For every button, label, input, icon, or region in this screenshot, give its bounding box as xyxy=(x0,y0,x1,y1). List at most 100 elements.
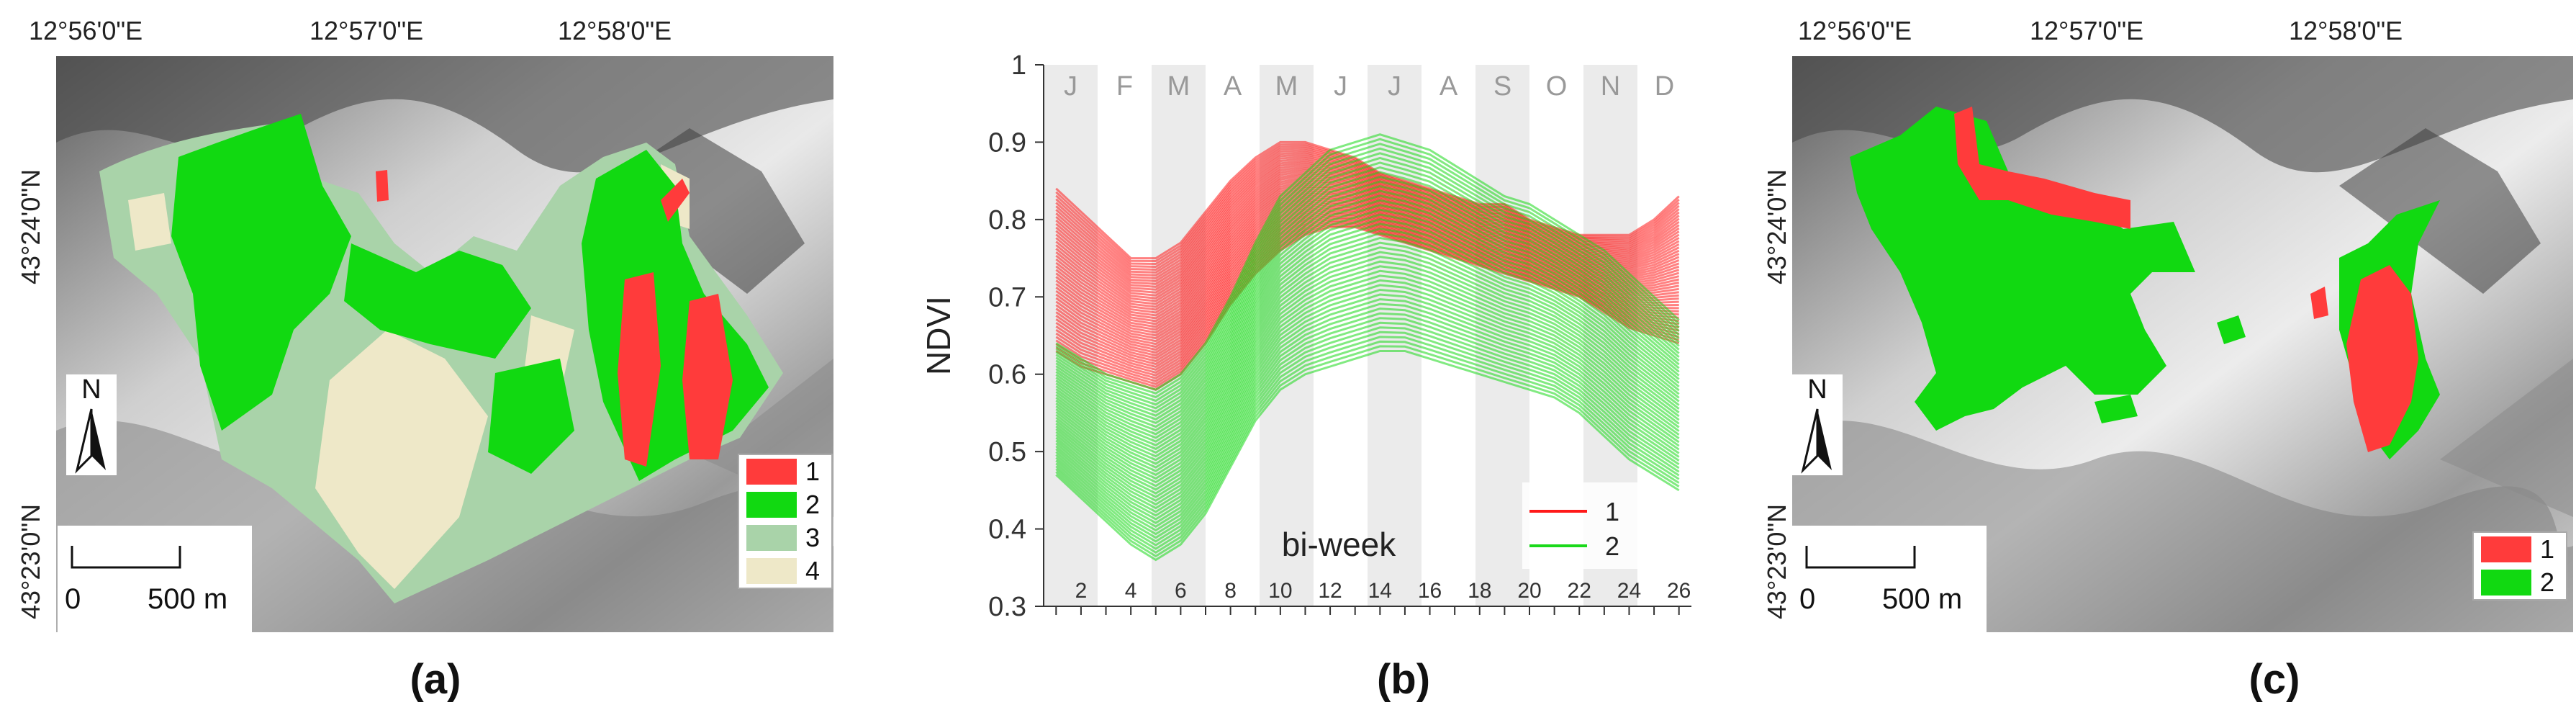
panel-b: J F M A M J J A S O N D 0.3 0.4 0.5 0.6 0.7 0.8 0.9 1 2 4 6 8 10… xyxy=(849,0,1713,728)
series-2-line xyxy=(1055,279,1680,506)
series-2-line xyxy=(1055,246,1680,480)
y-tick-label: 1 xyxy=(1011,50,1026,81)
y-tick-label: 0.8 xyxy=(988,205,1026,235)
series-2-line xyxy=(1055,326,1680,543)
coord-top-1: 12°56'0"E xyxy=(29,16,143,45)
legend-item-1: 1 xyxy=(739,455,831,488)
series-2-line xyxy=(1055,331,1680,547)
series-2-line xyxy=(1055,185,1680,432)
month-label: M xyxy=(1167,71,1190,102)
coord-top-3: 12°58'0"E xyxy=(558,16,672,45)
scale-bar: 0 500 m xyxy=(58,526,252,634)
x-tick-label: 10 xyxy=(1268,579,1292,603)
region-class-4 xyxy=(315,330,488,589)
series-2-line xyxy=(1055,265,1680,495)
scale-bar-line xyxy=(1805,546,1916,569)
series-2-line xyxy=(1055,336,1680,550)
series-1-line xyxy=(1055,147,1680,269)
legend-item-1: 1 xyxy=(2474,533,2566,566)
scale-bar: 0 500 m xyxy=(1792,526,1987,634)
month-label: D xyxy=(1655,71,1674,102)
series-2-line xyxy=(1055,133,1680,391)
north-arrow-icon xyxy=(75,408,106,474)
series-2-line xyxy=(1055,217,1680,458)
scale-zero: 0 xyxy=(65,583,81,615)
legend-label: 1 xyxy=(805,457,821,486)
coord-left-1: 43°24'0"N xyxy=(16,168,45,284)
series-2-line xyxy=(1055,189,1680,436)
series-2-line xyxy=(1055,236,1680,472)
series-2-line xyxy=(1055,298,1680,521)
series-1-line xyxy=(1055,159,1680,285)
series-2-line xyxy=(1055,213,1680,454)
legend-swatch xyxy=(746,558,797,584)
series-2-line xyxy=(1055,161,1680,413)
month-label: S xyxy=(1493,71,1511,102)
legend-a: 1 2 3 4 xyxy=(738,454,833,589)
chart-legend: 12 xyxy=(1522,482,1637,569)
series-2-line xyxy=(1055,227,1680,465)
coord-left-1: 43°24'0"N xyxy=(1762,168,1791,284)
series-2-line xyxy=(1055,251,1680,484)
north-arrow: N xyxy=(66,374,117,475)
month-label: J xyxy=(1388,71,1401,102)
series-2 xyxy=(1055,133,1680,562)
north-arrow: N xyxy=(1792,374,1843,475)
month-label: O xyxy=(1546,71,1568,102)
legend-background xyxy=(1522,482,1637,569)
coord-left-2: 43°23'0"N xyxy=(16,503,45,619)
month-label: A xyxy=(1440,71,1458,102)
scale-zero: 0 xyxy=(1799,583,1816,615)
legend-label: 2 xyxy=(1605,531,1619,561)
x-tick-label: 2 xyxy=(1075,579,1088,603)
y-tick-label: 0.9 xyxy=(988,127,1026,158)
panel-a: 12°56'0"E 12°57'0"E 12°58'0"E 43°24'0"N … xyxy=(0,0,833,728)
series-2-line xyxy=(1055,194,1680,439)
series-1-line xyxy=(1055,212,1679,369)
series-1-line xyxy=(1055,171,1680,302)
x-tick-label: 18 xyxy=(1468,579,1491,603)
legend-swatch xyxy=(746,492,797,518)
region-class-2 xyxy=(171,114,351,431)
series-1-line xyxy=(1055,187,1680,325)
series-2-line xyxy=(1055,223,1680,462)
series-2-line xyxy=(1055,284,1680,510)
x-tick-label: 20 xyxy=(1517,579,1541,603)
series-2-line xyxy=(1055,302,1680,524)
series-1-line xyxy=(1055,165,1680,294)
y-tick-label: 0.6 xyxy=(988,360,1026,390)
scale-label: 500 m xyxy=(1882,583,1963,615)
series-2-line xyxy=(1055,208,1680,451)
scale-label: 500 m xyxy=(148,583,228,615)
series-1-line xyxy=(1055,197,1679,343)
x-tick-label: 12 xyxy=(1318,579,1342,603)
series-2-line xyxy=(1055,204,1680,446)
series-2-line xyxy=(1055,241,1680,477)
legend-label: 2 xyxy=(2540,567,2555,597)
legend-swatch xyxy=(2481,570,2531,596)
x-tick-label: 24 xyxy=(1617,579,1641,603)
x-tick-label: 8 xyxy=(1224,579,1237,603)
north-label: N xyxy=(1807,374,1827,405)
legend-item-2: 2 xyxy=(2474,566,2566,599)
x-tick-label: 22 xyxy=(1568,579,1591,603)
legend-label: 4 xyxy=(805,556,821,585)
month-label: A xyxy=(1224,71,1242,102)
caption-c: (c) xyxy=(2249,656,2300,703)
y-tick-label: 0.4 xyxy=(988,515,1026,545)
x-axis-label: bi-week xyxy=(1282,526,1397,563)
series-2-line xyxy=(1055,317,1680,536)
series-2-line xyxy=(1055,312,1680,532)
map-c xyxy=(1792,56,2573,632)
series-2-line xyxy=(1055,288,1680,513)
series-2-line xyxy=(1055,171,1680,421)
month-label: M xyxy=(1275,71,1298,102)
coord-top-2: 12°57'0"E xyxy=(309,16,424,45)
series-2-line xyxy=(1055,345,1680,558)
legend-label: 1 xyxy=(2540,534,2555,564)
ndvi-chart: J F M A M J J A S O N D0.30.40.50.60.70.80.912 4 6 8 10… xyxy=(920,50,1691,622)
series-2-line xyxy=(1055,350,1680,562)
pixels-class-1 xyxy=(1954,107,2130,229)
series-2-line xyxy=(1055,307,1680,529)
caption-a: (a) xyxy=(410,656,461,703)
